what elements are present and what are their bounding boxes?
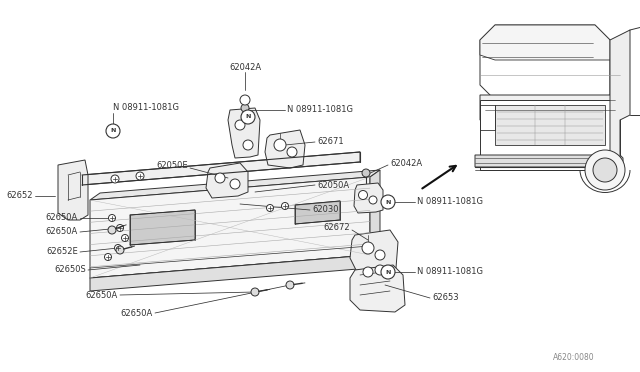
Text: 62030: 62030: [312, 205, 339, 215]
Polygon shape: [265, 130, 305, 168]
Text: 62650A: 62650A: [86, 291, 118, 299]
Circle shape: [585, 150, 625, 190]
Text: 62650A: 62650A: [121, 308, 153, 317]
Circle shape: [241, 110, 255, 124]
Circle shape: [109, 215, 115, 221]
Polygon shape: [228, 108, 260, 158]
Text: N: N: [385, 199, 390, 205]
Circle shape: [375, 265, 385, 275]
Circle shape: [106, 124, 120, 138]
Circle shape: [243, 140, 253, 150]
Polygon shape: [480, 25, 610, 100]
Text: 62050A: 62050A: [317, 180, 349, 189]
Circle shape: [286, 281, 294, 289]
Polygon shape: [480, 95, 620, 120]
Polygon shape: [354, 183, 383, 213]
Circle shape: [381, 265, 395, 279]
Circle shape: [358, 190, 367, 199]
Text: N: N: [110, 128, 116, 134]
Circle shape: [104, 253, 111, 260]
Polygon shape: [58, 160, 88, 220]
Text: 62650S: 62650S: [54, 266, 86, 275]
Circle shape: [235, 120, 245, 130]
Polygon shape: [90, 255, 370, 291]
Circle shape: [122, 234, 129, 241]
Polygon shape: [350, 230, 398, 272]
Polygon shape: [90, 170, 380, 200]
Circle shape: [116, 224, 124, 231]
Circle shape: [274, 139, 286, 151]
Polygon shape: [206, 163, 248, 198]
Text: 62050E: 62050E: [156, 160, 188, 170]
Polygon shape: [295, 201, 340, 224]
Circle shape: [136, 172, 144, 180]
Circle shape: [241, 104, 249, 112]
Circle shape: [363, 267, 373, 277]
Circle shape: [369, 196, 377, 204]
Polygon shape: [495, 105, 605, 145]
Circle shape: [108, 226, 116, 234]
Circle shape: [266, 205, 273, 212]
Polygon shape: [480, 100, 620, 170]
Circle shape: [111, 175, 119, 183]
Circle shape: [362, 169, 370, 177]
Text: 62652: 62652: [6, 192, 33, 201]
Circle shape: [282, 202, 289, 209]
Circle shape: [287, 147, 297, 157]
Text: 62653: 62653: [432, 294, 459, 302]
Text: 62650A: 62650A: [45, 214, 78, 222]
Polygon shape: [350, 265, 405, 312]
Text: 62672: 62672: [323, 224, 350, 232]
Polygon shape: [90, 255, 375, 281]
Text: 62650A: 62650A: [45, 228, 78, 237]
Text: N 08911-1081G: N 08911-1081G: [417, 267, 483, 276]
Circle shape: [116, 246, 124, 254]
Circle shape: [362, 242, 374, 254]
Circle shape: [375, 250, 385, 260]
Text: 62042A: 62042A: [390, 158, 422, 167]
Circle shape: [381, 195, 395, 209]
Polygon shape: [480, 25, 610, 60]
Circle shape: [240, 95, 250, 105]
Text: N: N: [385, 269, 390, 275]
Text: A620:0080: A620:0080: [554, 353, 595, 362]
Text: 62652E: 62652E: [46, 247, 78, 257]
Circle shape: [115, 244, 122, 251]
Polygon shape: [370, 170, 380, 258]
Text: N 08911-1081G: N 08911-1081G: [113, 103, 179, 112]
Circle shape: [215, 173, 225, 183]
Polygon shape: [475, 155, 623, 167]
Circle shape: [251, 288, 259, 296]
Polygon shape: [82, 152, 360, 185]
Polygon shape: [610, 30, 630, 170]
Circle shape: [593, 158, 617, 182]
Circle shape: [230, 179, 240, 189]
Text: N 08911-1081G: N 08911-1081G: [417, 198, 483, 206]
Text: N 08911-1081G: N 08911-1081G: [287, 106, 353, 115]
Polygon shape: [90, 177, 370, 278]
Text: 62671: 62671: [317, 138, 344, 147]
Text: 62042A: 62042A: [229, 62, 261, 71]
Text: N: N: [245, 115, 251, 119]
Polygon shape: [130, 210, 195, 245]
